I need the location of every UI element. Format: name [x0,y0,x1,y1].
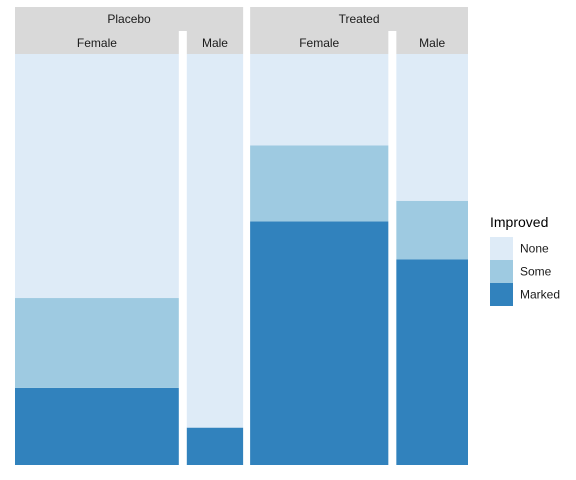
column-placebo-female: Female [15,31,179,465]
bar-placebo-male-none [186,54,244,428]
legend-label-some: Some [520,265,552,279]
subgroup-strip-placebo-female [15,31,179,54]
panel-strip-treated [250,7,468,31]
bar-treated-female-none [250,54,389,146]
legend-label-marked: Marked [520,288,560,302]
subgroup-label-placebo-female: Female [77,36,117,50]
bar-placebo-female-some [15,298,179,388]
legend-title: Improved [490,214,548,230]
legend-key-some [490,260,513,283]
bar-placebo-male-marked [186,427,244,465]
bar-treated-male-none [396,54,468,201]
column-treated-female: Female [250,31,389,465]
bar-placebo-female-marked [15,387,179,465]
legend-key-marked [490,283,513,306]
subgroup-label-treated-female: Female [299,36,339,50]
panel-strip-placebo [15,7,244,31]
subgroup-label-treated-male: Male [419,36,445,50]
bar-treated-male-some [396,200,468,260]
column-placebo-male: Male [186,31,244,465]
panel-label-placebo: Placebo [107,12,151,26]
subgroup-strip-treated-male [396,31,468,54]
legend-key-none [490,237,513,260]
subgroup-strip-placebo-male [186,31,244,54]
legend-label-none: None [520,242,549,256]
bar-placebo-female-none [15,54,179,299]
bar-treated-female-marked [250,221,389,465]
bar-treated-male-marked [396,259,468,465]
bar-treated-female-some [250,145,389,222]
panel-placebo: Placebo Female Male [15,7,244,465]
subgroup-strip-treated-female [250,31,389,54]
legend: Improved None Some Marked [490,214,560,306]
panel-label-treated: Treated [339,12,380,26]
column-treated-male: Male [396,31,468,465]
subgroup-label-placebo-male: Male [202,36,228,50]
